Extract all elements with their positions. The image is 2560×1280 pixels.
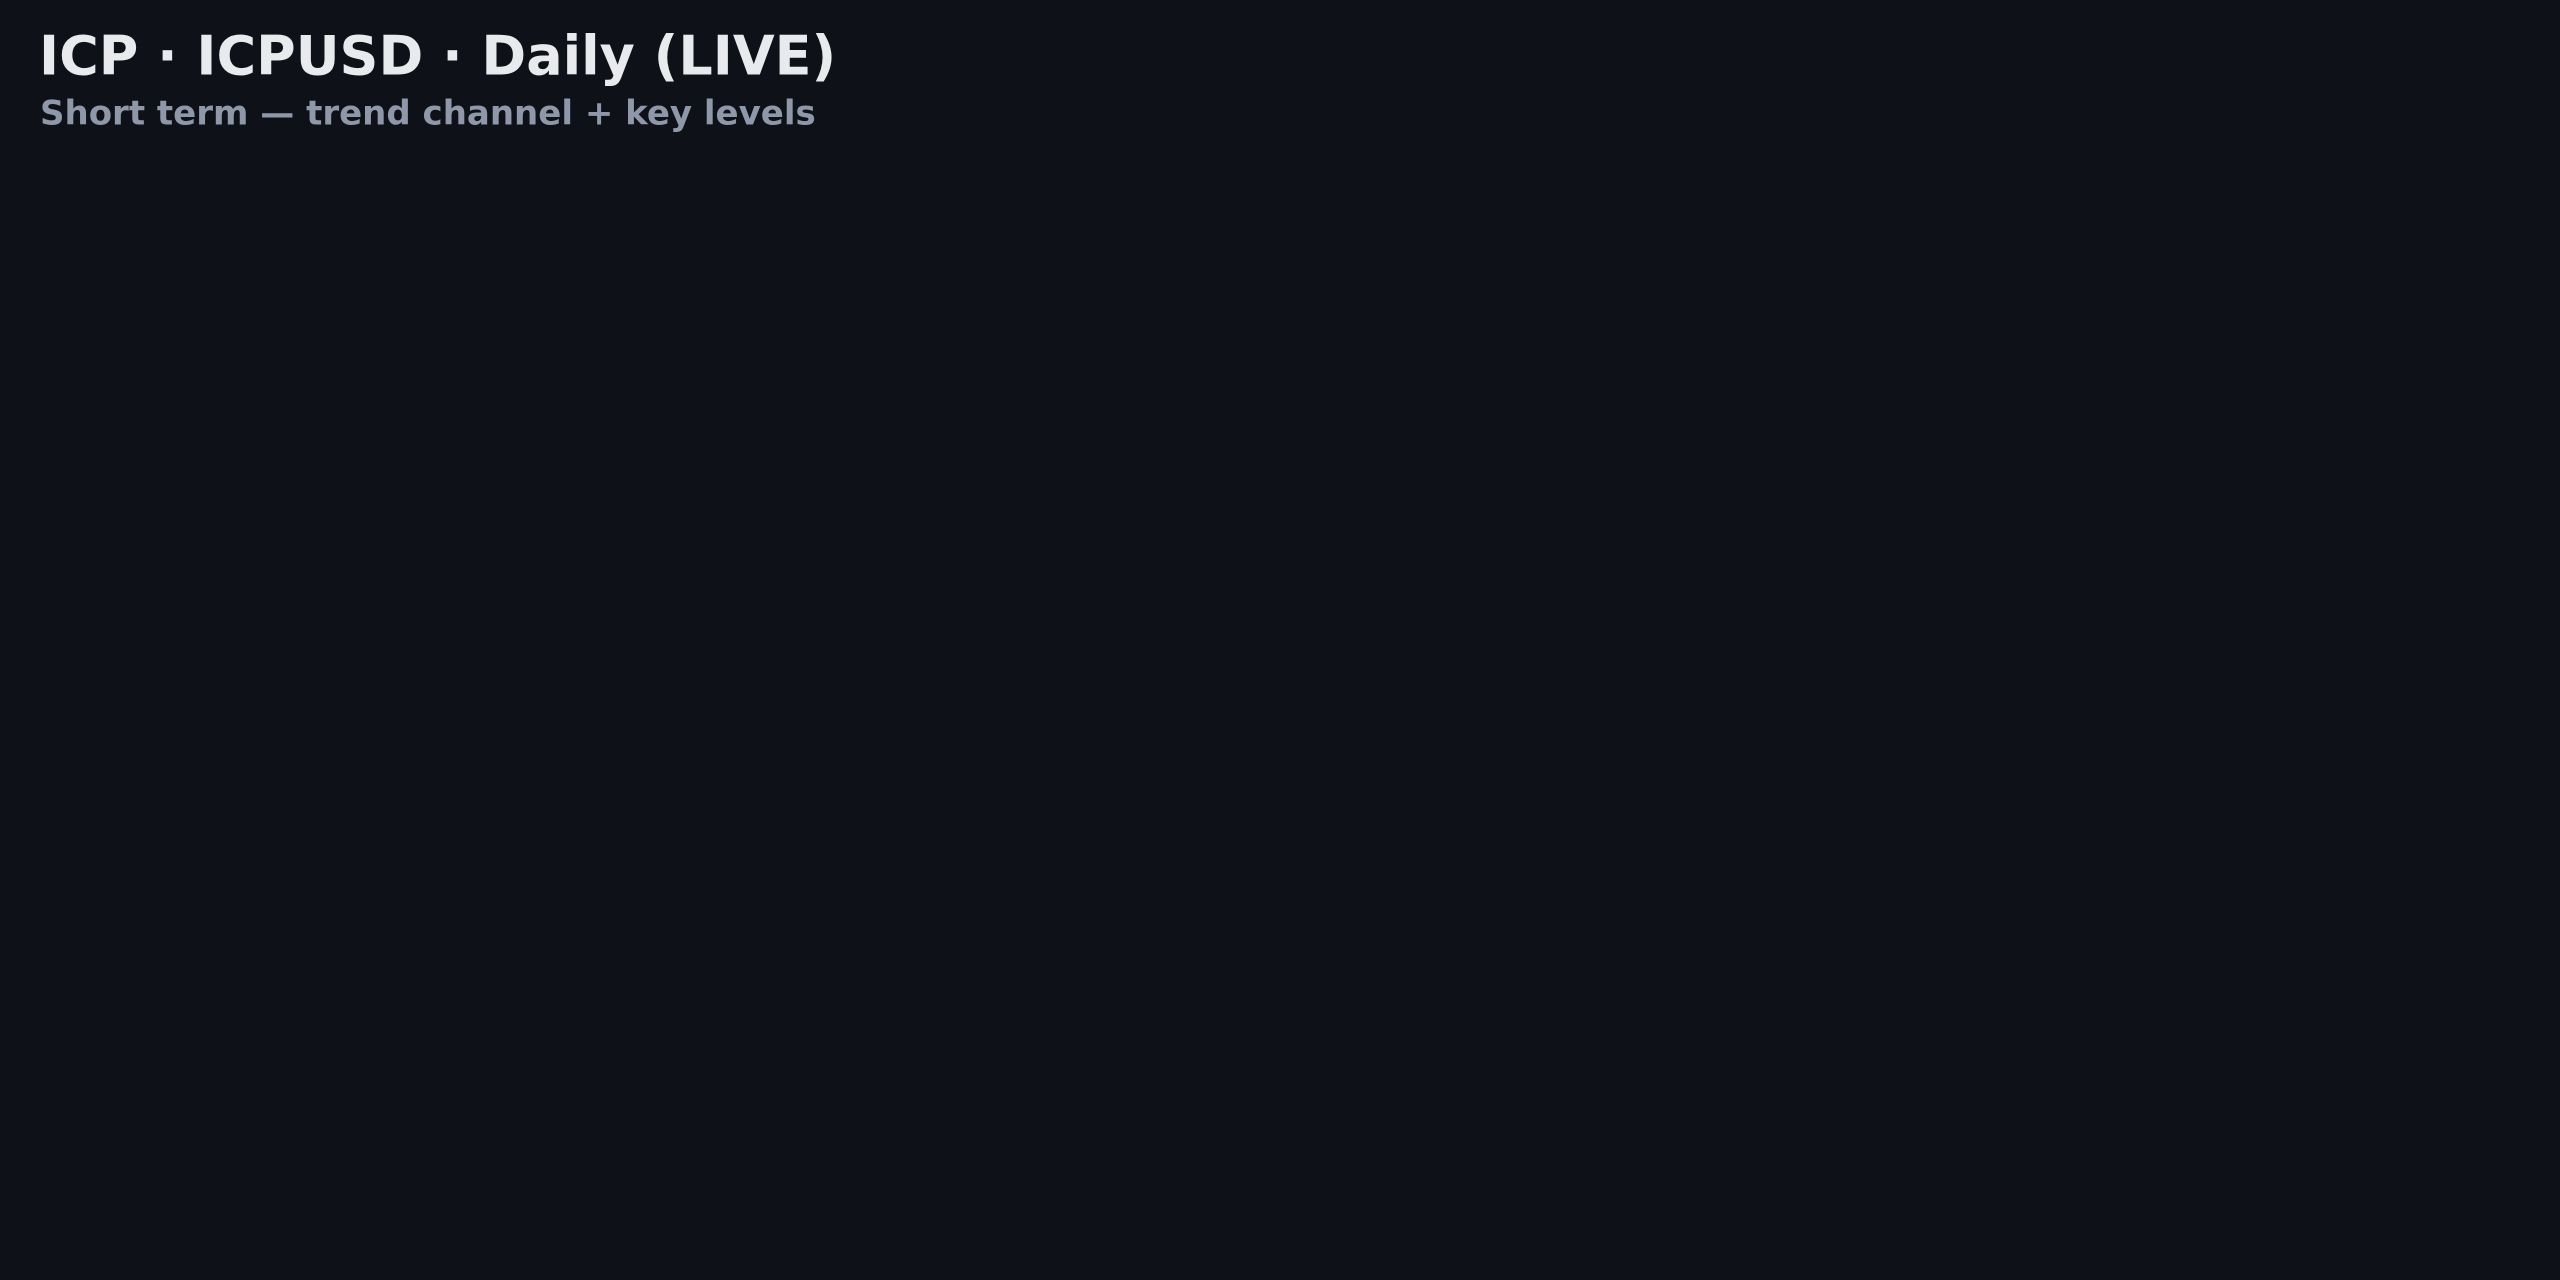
chart-title: ICP · ICPUSD · Daily (LIVE) <box>39 25 836 88</box>
chart-subtitle: Short term — trend channel + key levels <box>40 94 816 134</box>
